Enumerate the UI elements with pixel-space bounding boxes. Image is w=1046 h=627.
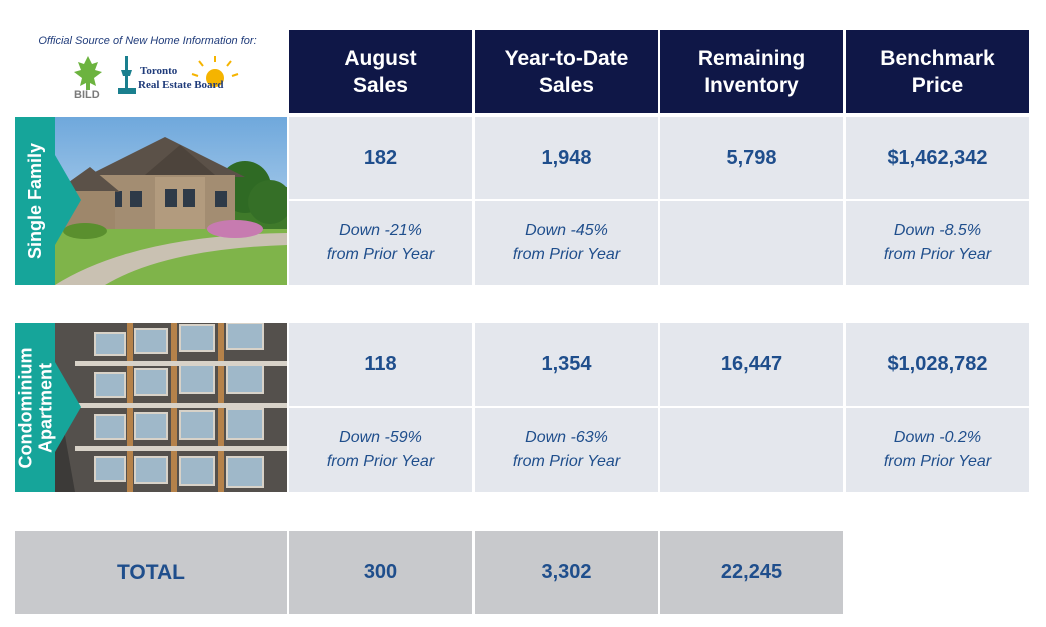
- sf-ytd-sales: 1,948: [475, 117, 658, 199]
- sf-price-change: Down -8.5% from Prior Year: [846, 201, 1029, 285]
- value: 1,948: [541, 146, 592, 169]
- condominium-label-band: [15, 323, 55, 492]
- sf-august-change: Down -21% from Prior Year: [289, 201, 472, 285]
- total-remaining-inventory: 22,245: [660, 531, 843, 614]
- condo-price-change: Down -0.2% from Prior Year: [846, 408, 1029, 492]
- sf-remaining-inventory: 5,798: [660, 117, 843, 199]
- row-label-single-family: Single Family: [25, 142, 46, 260]
- value: $1,462,342: [887, 146, 988, 169]
- condo-remaining-inventory: 16,447: [660, 323, 843, 406]
- change-line: from Prior Year: [326, 453, 435, 470]
- header-ytd-sales: Year-to-Date Sales: [475, 30, 658, 113]
- sf-august-sales: 182: [289, 117, 472, 199]
- change-line: from Prior Year: [883, 246, 992, 263]
- row-label-line: Condominium: [15, 347, 36, 468]
- condo-august-sales: 118: [289, 323, 472, 406]
- change-line: from Prior Year: [326, 246, 435, 263]
- condo-ytd-change: Down -63% from Prior Year: [475, 408, 658, 492]
- condominium-arrow-icon: [55, 362, 81, 452]
- value: 118: [364, 353, 397, 375]
- row-label-line: Apartment: [35, 362, 56, 453]
- treb-logo-line1: Toronto: [140, 65, 178, 77]
- total-label: TOTAL: [116, 560, 186, 584]
- value: $1,028,782: [887, 353, 988, 375]
- condo-august-change: Down -59% from Prior Year: [289, 408, 472, 492]
- total-label-cell: TOTAL: [15, 531, 287, 614]
- value: 300: [363, 561, 398, 583]
- value: 1,354: [541, 353, 592, 375]
- change-line: from Prior Year: [512, 453, 621, 470]
- total-ytd-sales: 3,302: [475, 531, 658, 614]
- bild-logo-text: BILD: [74, 89, 100, 100]
- value: 3,302: [541, 561, 592, 583]
- header-remaining-inventory: Remaining Inventory: [660, 30, 843, 113]
- header-label: Sales: [539, 73, 594, 97]
- header-label: Sales: [353, 73, 408, 97]
- change-line: Down -8.5%: [893, 222, 982, 239]
- change-line: Down -45%: [525, 222, 608, 239]
- change-line: from Prior Year: [512, 246, 621, 263]
- value: 16,447: [720, 353, 783, 375]
- bild-logo: BILD Toronto Real Estate Board: [74, 56, 239, 101]
- header-august-sales: August Sales: [289, 30, 472, 113]
- change-line: Down -63%: [525, 429, 608, 446]
- source-caption: Official Source of New Home Information …: [38, 35, 257, 47]
- value: 22,245: [720, 561, 783, 583]
- total-august-sales: 300: [289, 531, 472, 614]
- header-label: August: [344, 46, 417, 70]
- value: 5,798: [726, 146, 777, 169]
- sf-ytd-change: Down -45% from Prior Year: [475, 201, 658, 285]
- value: 182: [363, 146, 398, 169]
- single-family-label-band: [15, 117, 55, 285]
- header-label: Benchmark: [880, 46, 995, 70]
- change-line: Down -21%: [339, 222, 422, 239]
- header-benchmark-price: Benchmark Price: [846, 30, 1029, 113]
- treb-logo-line2: Real Estate Board: [138, 79, 224, 91]
- condo-ytd-sales: 1,354: [475, 323, 658, 406]
- condo-inventory-change: [660, 408, 843, 492]
- condominium-photo: [15, 323, 287, 492]
- header-label: Price: [911, 73, 964, 97]
- single-family-photo: [15, 117, 287, 285]
- condo-benchmark-price: $1,028,782: [846, 323, 1029, 406]
- header-label: Remaining: [697, 46, 806, 70]
- sf-benchmark-price: $1,462,342: [846, 117, 1029, 199]
- header-label: Year-to-Date: [504, 46, 629, 70]
- header-label: Inventory: [704, 73, 799, 97]
- change-line: from Prior Year: [883, 453, 992, 470]
- row-label-condominium: Condominium Apartment: [15, 347, 55, 468]
- change-line: Down -59%: [339, 429, 422, 446]
- change-line: Down -0.2%: [893, 429, 982, 446]
- single-family-arrow-icon: [55, 155, 81, 245]
- partner-logos: BILD Toronto Real Estate Board: [70, 52, 240, 101]
- sf-inventory-change: [660, 201, 843, 285]
